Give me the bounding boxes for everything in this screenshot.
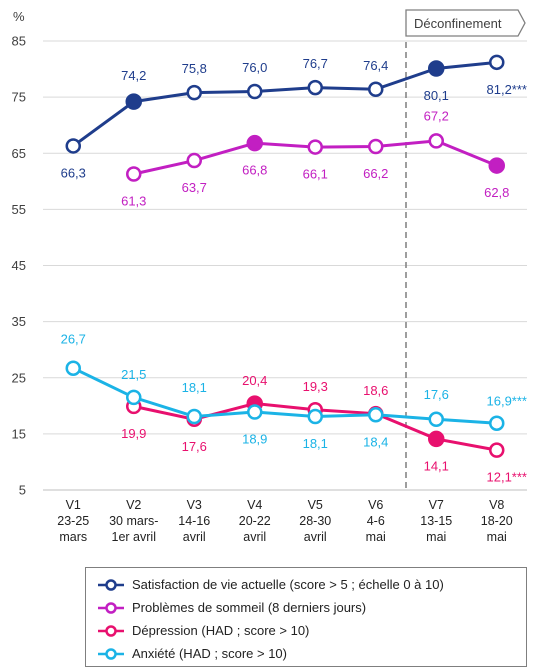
- x-tick-label: V6 4-6 mai: [366, 498, 386, 544]
- data-label: 18,1: [303, 436, 328, 451]
- deconfinement-box: [405, 9, 526, 37]
- data-point: [489, 54, 505, 71]
- x-tick-label: V3 14-16 avril: [178, 498, 210, 544]
- data-label: 18,9: [242, 431, 267, 446]
- data-labels: 66,3 74,2 75,8 76,0 76,7 76,4 80,1 81,2*** 61,3 6…: [61, 56, 527, 485]
- data-point: [247, 404, 263, 420]
- line-chart: 5 15 25 35 45 55 65 75 85% V1 23-25 mars V2 30 mars-1…: [12, 9, 527, 544]
- x-tick-label: V2 30 mars-1er avril: [109, 498, 158, 544]
- data-label: 66,2: [363, 166, 388, 181]
- data-point: [368, 138, 384, 155]
- y-axis-label: %: [13, 9, 25, 24]
- data-point: [428, 133, 444, 149]
- data-label: 63,7: [182, 180, 207, 195]
- data-label: 80,1: [424, 88, 449, 103]
- data-label: 21,5: [121, 367, 146, 382]
- data-label: 14,1: [424, 458, 449, 473]
- data-label: 26,7: [61, 332, 86, 347]
- data-label: 66,1: [303, 167, 328, 182]
- legend-swatch: [98, 647, 124, 660]
- y-tick-label: 85: [12, 34, 26, 49]
- x-tick-label: V5 28-30 avril: [299, 498, 331, 544]
- legend-swatch: [98, 624, 124, 637]
- data-label: 18,4: [363, 434, 388, 449]
- data-point: [186, 84, 202, 101]
- y-tick-label: 25: [12, 370, 26, 385]
- axes: 5 15 25 35 45 55 65 75 85% V1 23-25 mars V2 30 mars-1…: [12, 9, 527, 544]
- data-label: 18,6: [363, 383, 388, 398]
- data-point: [65, 360, 81, 376]
- series-points: [65, 54, 505, 458]
- deconfinement-annotation: Déconfinement: [405, 9, 526, 490]
- legend-swatch: [98, 578, 124, 591]
- data-point: [428, 411, 444, 428]
- data-point: [126, 389, 142, 406]
- data-label: 18,1: [182, 380, 207, 395]
- y-tick-label: 65: [12, 146, 26, 161]
- y-tick-label: 75: [12, 90, 26, 105]
- legend-item-satisfaction: Satisfaction de vie actuelle (score > 5 …: [98, 573, 516, 596]
- data-point: [126, 166, 142, 182]
- data-point: [307, 79, 323, 96]
- data-point: [125, 93, 142, 110]
- data-label: 62,8: [484, 185, 509, 200]
- data-label: 76,0: [242, 60, 267, 75]
- data-label: 75,8: [182, 61, 207, 76]
- legend-item-anxiete: Anxiété (HAD ; score > 10): [98, 642, 516, 665]
- data-label: 61,3: [121, 194, 146, 209]
- legend-label: Dépression (HAD ; score > 10): [132, 623, 310, 638]
- y-tick-label: 5: [19, 483, 26, 498]
- data-label: 20,4: [242, 373, 267, 388]
- legend-item-depression: Dépression (HAD ; score > 10): [98, 619, 516, 642]
- x-tick-label: V1 23-25 mars: [57, 498, 89, 544]
- data-point: [488, 157, 505, 174]
- y-tick-label: 45: [12, 258, 26, 273]
- data-point: [307, 408, 323, 425]
- data-label: 66,8: [242, 163, 267, 178]
- legend-label: Satisfaction de vie actuelle (score > 5 …: [132, 577, 444, 592]
- deconfinement-label: Déconfinement: [414, 16, 502, 31]
- legend-label: Problèmes de sommeil (8 derniers jours): [132, 600, 367, 615]
- data-label: 16,9***: [487, 394, 527, 409]
- y-tick-label: 15: [12, 426, 26, 441]
- legend-swatch: [98, 601, 124, 614]
- data-label: 12,1***: [487, 470, 527, 485]
- data-label: 81,2***: [487, 82, 527, 97]
- data-label: 17,6: [182, 439, 207, 454]
- data-point: [368, 407, 384, 423]
- series-line: [72, 60, 497, 148]
- data-label: 17,6: [424, 387, 449, 402]
- data-label: 76,4: [363, 58, 388, 73]
- data-label: 74,2: [121, 68, 146, 83]
- data-label: 66,3: [61, 165, 86, 180]
- data-point: [246, 134, 263, 152]
- legend-item-sommeil: Problèmes de sommeil (8 derniers jours): [98, 596, 516, 619]
- data-point: [307, 139, 323, 155]
- data-label: 19,3: [303, 379, 328, 394]
- gridlines: [43, 40, 527, 435]
- data-point: [489, 415, 505, 431]
- data-label: 67,2: [424, 108, 449, 123]
- x-tick-label: V4 20-22 avril: [239, 498, 271, 544]
- data-label: 76,7: [303, 56, 328, 71]
- x-tick-label: V8 18-20 mai: [481, 498, 513, 544]
- data-point: [428, 430, 445, 448]
- data-point: [247, 83, 263, 100]
- data-point: [368, 81, 384, 98]
- y-tick-label: 35: [12, 314, 26, 329]
- data-point: [428, 60, 445, 77]
- data-point: [186, 152, 202, 169]
- data-point: [65, 138, 81, 154]
- data-point: [489, 442, 505, 458]
- legend: Satisfaction de vie actuelle (score > 5 …: [85, 567, 527, 667]
- y-tick-label: 55: [12, 202, 26, 217]
- data-point: [186, 408, 202, 425]
- data-label: 19,9: [121, 426, 146, 441]
- legend-label: Anxiété (HAD ; score > 10): [132, 646, 287, 661]
- x-tick-label: V7 13-15 mai: [420, 498, 452, 544]
- series-line: [72, 366, 497, 425]
